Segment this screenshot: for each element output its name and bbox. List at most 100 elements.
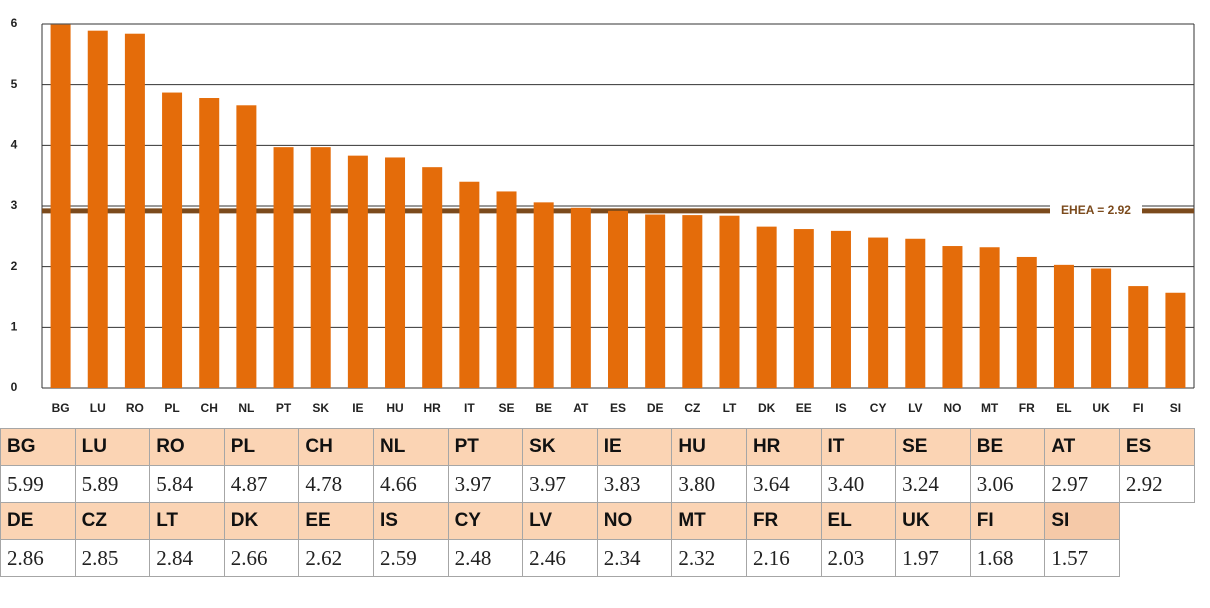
x-tick-label: LV bbox=[908, 401, 922, 415]
header-cell: IS bbox=[372, 502, 449, 540]
y-tick-label: 4 bbox=[11, 138, 18, 152]
x-tick-label: MT bbox=[981, 401, 999, 415]
value-cell: 4.78 bbox=[298, 465, 374, 503]
bar bbox=[793, 229, 814, 388]
bar bbox=[124, 33, 145, 388]
header-cell: BG bbox=[0, 428, 76, 466]
x-tick-label: RO bbox=[126, 401, 144, 415]
bar bbox=[310, 147, 331, 388]
bar bbox=[570, 207, 591, 388]
bar bbox=[905, 238, 926, 388]
header-cell: HR bbox=[745, 428, 822, 466]
value-cell: 3.83 bbox=[596, 465, 673, 503]
header-cell: RO bbox=[149, 428, 225, 466]
value-cell: 2.32 bbox=[671, 539, 747, 577]
header-cell: EL bbox=[820, 502, 897, 540]
y-tick-label: 3 bbox=[11, 198, 18, 212]
reference-label-bg bbox=[1050, 201, 1142, 220]
value-cell: 3.24 bbox=[895, 465, 971, 503]
header-cell: NO bbox=[596, 502, 673, 540]
value-cell: 4.66 bbox=[372, 465, 449, 503]
header-cell: SK bbox=[522, 428, 598, 466]
x-tick-label: SE bbox=[499, 401, 515, 415]
header-cell: PT bbox=[447, 428, 524, 466]
bar bbox=[1128, 286, 1149, 388]
header-cell: DE bbox=[0, 502, 76, 540]
value-cell: 2.34 bbox=[596, 539, 673, 577]
x-tick-label: CY bbox=[870, 401, 887, 415]
value-cell: 2.59 bbox=[372, 539, 449, 577]
table-row: DE CZ LT DK EE IS CY LV NO MT FR EL UK FI SI bbox=[0, 502, 1195, 540]
bar bbox=[162, 92, 183, 388]
bar bbox=[236, 105, 257, 388]
value-cell: 2.16 bbox=[745, 539, 822, 577]
header-cell: EE bbox=[298, 502, 374, 540]
x-tick-label: CZ bbox=[684, 401, 700, 415]
x-tick-label: UK bbox=[1092, 401, 1110, 415]
bar bbox=[199, 98, 220, 388]
y-tick-label: 1 bbox=[11, 320, 18, 334]
header-cell: AT bbox=[1044, 428, 1120, 466]
bar bbox=[87, 30, 108, 388]
bar bbox=[385, 157, 406, 388]
bar bbox=[347, 155, 368, 388]
x-tick-label: PT bbox=[276, 401, 292, 415]
header-cell: NL bbox=[372, 428, 449, 466]
header-cell: LT bbox=[149, 502, 225, 540]
bar bbox=[459, 181, 480, 388]
x-tick-label: BE bbox=[535, 401, 552, 415]
value-cell: 3.80 bbox=[671, 465, 747, 503]
bar bbox=[533, 202, 554, 388]
x-tick-label: BG bbox=[52, 401, 70, 415]
bar bbox=[496, 191, 517, 388]
value-cell: 1.97 bbox=[895, 539, 971, 577]
bar bbox=[1091, 268, 1112, 388]
header-cell: CY bbox=[447, 502, 524, 540]
value-cell: 2.62 bbox=[298, 539, 374, 577]
header-cell: CZ bbox=[74, 502, 151, 540]
bar bbox=[1053, 264, 1074, 388]
header-cell: IE bbox=[596, 428, 673, 466]
x-tick-label: HR bbox=[424, 401, 442, 415]
header-cell: FR bbox=[745, 502, 822, 540]
header-cell: IT bbox=[820, 428, 897, 466]
x-tick-label: AT bbox=[573, 401, 589, 415]
x-tick-label: ES bbox=[610, 401, 626, 415]
value-cell: 3.97 bbox=[447, 465, 524, 503]
value-cell: 2.46 bbox=[522, 539, 598, 577]
reference-label: EHEA = 2.92 bbox=[1061, 203, 1131, 217]
bar bbox=[645, 214, 666, 388]
header-cell: UK bbox=[895, 502, 971, 540]
bar bbox=[273, 147, 294, 388]
value-cell: 3.06 bbox=[969, 465, 1046, 503]
value-cell: 2.48 bbox=[447, 539, 524, 577]
value-cell: 2.85 bbox=[74, 539, 151, 577]
value-cell: 3.40 bbox=[820, 465, 897, 503]
bar bbox=[719, 215, 740, 388]
x-tick-label: DK bbox=[758, 401, 776, 415]
header-cell: SE bbox=[895, 428, 971, 466]
value-cell: 3.64 bbox=[745, 465, 822, 503]
y-tick-label: 0 bbox=[11, 380, 18, 394]
header-cell: PL bbox=[223, 428, 300, 466]
value-cell: 2.92 bbox=[1118, 465, 1195, 503]
value-cell: 4.87 bbox=[223, 465, 300, 503]
value-cell: 3.97 bbox=[522, 465, 598, 503]
bar bbox=[608, 210, 628, 388]
value-cell: 1.68 bbox=[969, 539, 1046, 577]
header-cell: HU bbox=[671, 428, 747, 466]
x-tick-label: NO bbox=[943, 401, 961, 415]
x-tick-label: EL bbox=[1056, 401, 1071, 415]
bar bbox=[682, 215, 703, 388]
value-cell: 2.66 bbox=[223, 539, 300, 577]
table-row: 2.86 2.85 2.84 2.66 2.62 2.59 2.48 2.46 2.34 2.32… bbox=[0, 539, 1195, 577]
header-cell: ES bbox=[1118, 428, 1195, 466]
x-tick-label: IE bbox=[352, 401, 363, 415]
x-tick-label: SI bbox=[1170, 401, 1181, 415]
x-tick-label: NL bbox=[238, 401, 254, 415]
table-row: BG LU RO PL CH NL PT SK IE HU HR IT SE BE AT ES bbox=[0, 428, 1195, 466]
bar bbox=[868, 237, 889, 388]
bar bbox=[979, 247, 1000, 388]
bar bbox=[422, 167, 443, 388]
x-tick-label: PL bbox=[164, 401, 179, 415]
